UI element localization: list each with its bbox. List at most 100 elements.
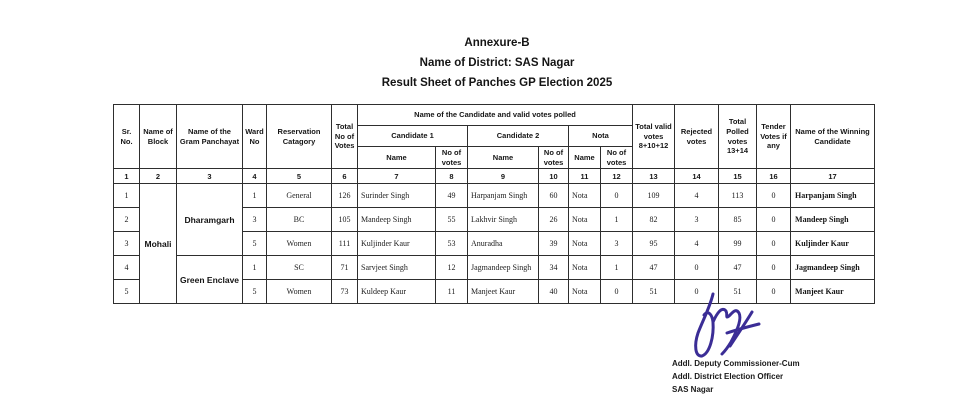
cell-candidate2-votes: 39: [538, 231, 569, 256]
header-nota-name: Name: [568, 146, 601, 169]
cell-sr-no: 4: [113, 255, 140, 280]
header-winning: Name of the Winning Candidate: [790, 104, 876, 169]
cell-candidate2-votes: 34: [538, 255, 569, 280]
cell-rejected-votes: 4: [674, 183, 720, 208]
cell-candidate1-name: Kuljinder Kaur: [357, 231, 436, 256]
column-number: 17: [790, 168, 876, 184]
cell-nota-name: Nota: [568, 183, 601, 208]
header-gram-panchayat: Name of the Gram Panchayat: [176, 104, 243, 169]
cell-candidate2-votes: 60: [538, 183, 569, 208]
column-number: 8: [435, 168, 468, 184]
cell-candidate2-votes: 40: [538, 279, 569, 304]
header-candidate2: Candidate 2: [467, 125, 569, 147]
cell-valid-votes: 109: [632, 183, 676, 208]
column-number: 6: [331, 168, 358, 184]
cell-gram-panchayat: Dharamgarh: [176, 183, 243, 256]
cell-polled-votes: 99: [718, 231, 758, 256]
header-total-votes: Total No of Votes: [331, 104, 358, 169]
cell-candidate2-votes: 26: [538, 207, 569, 232]
column-number: 7: [357, 168, 436, 184]
cell-polled-votes: 85: [718, 207, 758, 232]
column-number: 2: [139, 168, 177, 184]
cell-nota-votes: 3: [599, 231, 634, 256]
column-number: 15: [718, 168, 758, 184]
cell-winning-candidate: Jagmandeep Singh: [790, 255, 876, 280]
cell-rejected-votes: 0: [674, 255, 720, 280]
cell-sr-no: 2: [113, 207, 140, 232]
column-number: 13: [632, 168, 676, 184]
cell-polled-votes: 47: [718, 255, 758, 280]
cell-candidate1-name: Mandeep Singh: [357, 207, 436, 232]
header-c1-votes: No of votes: [435, 146, 468, 169]
cell-rejected-votes: 3: [674, 207, 720, 232]
cell-nota-name: Nota: [568, 279, 601, 304]
header-reservation: Reservation Catagory: [266, 104, 332, 169]
cell-nota-name: Nota: [568, 207, 601, 232]
cell-nota-votes: 1: [599, 255, 634, 280]
signatory-location: SAS Nagar: [672, 385, 714, 394]
header-tender: Tender Votes if any: [756, 104, 792, 169]
cell-winning-candidate: Harpanjam Singh: [790, 183, 876, 208]
cell-ward: 1: [242, 183, 267, 208]
column-number: 4: [242, 168, 267, 184]
cell-polled-votes: 113: [718, 183, 758, 208]
header-ward: Ward No: [242, 104, 267, 169]
table-row: 3 5 Women 111 Kuljinder Kaur 53 Anuradha…: [113, 231, 876, 256]
table-row: 2 3 BC 105 Mandeep Singh 55 Lakhvir Sing…: [113, 207, 876, 232]
cell-candidate1-votes: 55: [435, 207, 468, 232]
signatory-designation-1: Addl. Deputy Commissioner-Cum: [672, 359, 800, 368]
result-table: Sr. No. Name of Block Name of the Gram P…: [113, 104, 876, 304]
column-number: 9: [467, 168, 539, 184]
cell-candidate1-name: Surinder Singh: [357, 183, 436, 208]
table-row: 4 Green Enclave 1 SC 71 Sarvjeet Singh 1…: [113, 255, 876, 304]
cell-reservation: General: [266, 183, 332, 208]
cell-candidate1-votes: 12: [435, 255, 468, 280]
cell-candidate1-votes: 11: [435, 279, 468, 304]
header-candidate1: Candidate 1: [357, 125, 468, 147]
cell-valid-votes: 95: [632, 231, 676, 256]
cell-winning-candidate: Manjeet Kaur: [790, 279, 876, 304]
signature-scribble: [694, 292, 761, 358]
sheet-title: Result Sheet of Panches GP Election 2025: [381, 77, 613, 89]
cell-winning-candidate: Mandeep Singh: [790, 207, 876, 232]
cell-candidate1-votes: 49: [435, 183, 468, 208]
cell-reservation: SC: [266, 255, 332, 280]
cell-nota-votes: 0: [599, 279, 634, 304]
cell-tender-votes: 0: [756, 183, 792, 208]
cell-candidate1-name: Sarvjeet Singh: [357, 255, 436, 280]
cell-ward: 3: [242, 207, 267, 232]
column-number-row: 1 2 3 4 5 6 7 8 9 10 11 12 13 14 15 16 1…: [113, 168, 876, 184]
cell-total-votes: 126: [331, 183, 358, 208]
column-number: 1: [113, 168, 140, 184]
column-number: 5: [266, 168, 332, 184]
cell-candidate2-name: Jagmandeep Singh: [467, 255, 539, 280]
header-total-polled: Total Polled votes 13+14: [718, 104, 758, 169]
annexure-title: Annexure-B: [464, 37, 530, 49]
column-number: 14: [674, 168, 720, 184]
header-sr-no: Sr. No.: [113, 104, 140, 169]
cell-total-votes: 111: [331, 231, 358, 256]
cell-nota-name: Nota: [568, 231, 601, 256]
district-title: Name of District: SAS Nagar: [419, 57, 575, 69]
cell-candidate2-name: Anuradha: [467, 231, 539, 256]
header-block: Name of Block: [139, 104, 177, 169]
cell-polled-votes: 51: [718, 279, 758, 304]
cell-candidate1-votes: 53: [435, 231, 468, 256]
header-rejected: Rejected votes: [674, 104, 720, 169]
cell-reservation: BC: [266, 207, 332, 232]
cell-sr-no: 1: [113, 183, 140, 208]
cell-candidate1-name: Kuldeep Kaur: [357, 279, 436, 304]
column-number: 16: [756, 168, 792, 184]
cell-winning-candidate: Kuljinder Kaur: [790, 231, 876, 256]
header-nota-votes: No of votes: [599, 146, 634, 169]
cell-candidate2-name: Manjeet Kaur: [467, 279, 539, 304]
cell-reservation: Women: [266, 279, 332, 304]
header-total-valid: Total valid votes 8+10+12: [632, 104, 676, 169]
cell-ward: 5: [242, 231, 267, 256]
cell-total-votes: 73: [331, 279, 358, 304]
column-number: 3: [176, 168, 243, 184]
column-number: 10: [538, 168, 569, 184]
cell-ward: 5: [242, 279, 267, 304]
cell-total-votes: 71: [331, 255, 358, 280]
cell-gram-panchayat: Green Enclave: [176, 255, 243, 304]
